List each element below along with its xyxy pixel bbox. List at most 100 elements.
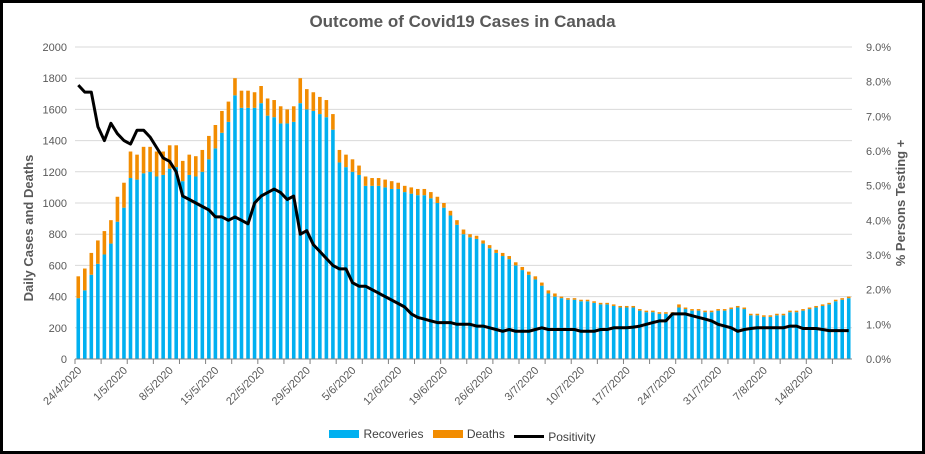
y2-tick-label: 2.0% <box>866 285 891 297</box>
bar-recoveries <box>500 256 505 359</box>
bar-deaths <box>435 196 440 203</box>
bar-deaths <box>376 178 381 186</box>
bar-recoveries <box>154 176 159 359</box>
bar-deaths <box>533 276 538 280</box>
bar-deaths <box>415 188 420 196</box>
positivity-line-layer <box>77 84 849 333</box>
bar-recoveries <box>461 234 466 359</box>
y2-tick-label: 0.0% <box>866 354 891 366</box>
bar-deaths <box>298 78 303 104</box>
bar-recoveries <box>624 307 629 359</box>
x-tick-label: 22/5/2020 <box>224 365 267 408</box>
bar-recoveries <box>487 248 492 359</box>
bar-recoveries <box>246 107 250 359</box>
bar-deaths <box>794 310 799 313</box>
bar-recoveries <box>768 316 773 359</box>
bar-recoveries <box>683 309 688 359</box>
legend-item-deaths[interactable]: Deaths <box>432 427 505 441</box>
bar-deaths <box>651 310 655 313</box>
y-tick-label: 0 <box>61 354 67 366</box>
bar-recoveries <box>82 290 87 359</box>
y2-axis-title: % Persons Testing + <box>893 139 908 266</box>
bar-deaths <box>200 149 205 172</box>
bar-recoveries <box>722 310 727 359</box>
bar-recoveries <box>311 110 316 360</box>
bar-recoveries <box>775 315 779 359</box>
bar-recoveries <box>807 309 812 359</box>
y-tick-label: 1800 <box>43 73 67 85</box>
bar-recoveries <box>716 310 720 359</box>
bar-recoveries <box>200 171 205 359</box>
bar-deaths <box>337 149 342 163</box>
bar-deaths <box>624 305 629 308</box>
bar-recoveries <box>670 313 675 359</box>
chart-title: Outcome of Covid19 Cases in Canada <box>309 12 616 31</box>
bar-recoveries <box>239 107 244 359</box>
bar-deaths <box>781 313 786 316</box>
bar-deaths <box>716 309 720 311</box>
bar-deaths <box>827 302 831 305</box>
x-tick-label: 5/6/2020 <box>320 365 359 404</box>
bar-recoveries <box>442 207 446 359</box>
x-tick-label: 14/8/2020 <box>773 365 816 408</box>
bar-recoveries <box>357 174 361 359</box>
bar-recoveries <box>193 176 198 359</box>
bar-recoveries <box>468 237 472 359</box>
bar-deaths <box>272 100 276 118</box>
bar-deaths <box>246 90 250 108</box>
legend-label-positivity: Positivity <box>548 429 596 444</box>
bar-recoveries <box>141 173 146 359</box>
bar-deaths <box>370 178 374 186</box>
legend-item-positivity[interactable]: Positivity <box>514 429 596 444</box>
bar-recoveries <box>102 254 107 359</box>
bar-deaths <box>611 304 616 306</box>
bar-deaths <box>128 151 133 179</box>
y-tick-label: 800 <box>49 229 67 241</box>
bar-recoveries <box>598 304 603 359</box>
bar-recoveries <box>148 171 152 359</box>
bar-recoveries <box>735 307 740 359</box>
legend-line-positivity <box>514 435 545 438</box>
bar-recoveries <box>291 121 296 359</box>
legend-swatch-recoveries <box>329 430 360 438</box>
bar-recoveries <box>318 114 322 359</box>
bar-recoveries <box>207 159 211 359</box>
bar-recoveries <box>762 316 766 359</box>
bar-deaths <box>220 110 224 133</box>
bar-recoveries <box>226 121 231 359</box>
x-tick-label: 29/5/2020 <box>270 365 313 408</box>
bar-deaths <box>350 159 355 172</box>
bar-deaths <box>762 315 766 317</box>
bar-deaths <box>644 310 649 313</box>
y2-tick-label: 6.0% <box>866 146 891 158</box>
bar-recoveries <box>696 310 701 359</box>
bar-deaths <box>585 299 590 302</box>
bar-deaths <box>526 271 531 275</box>
bar-deaths <box>285 109 290 124</box>
bar-deaths <box>546 290 551 294</box>
legend-item-recoveries[interactable]: Recoveries <box>329 427 423 441</box>
bar-deaths <box>278 106 283 124</box>
bar-recoveries <box>370 185 374 359</box>
bar-deaths <box>637 309 642 311</box>
bar-recoveries <box>331 129 335 359</box>
bar-deaths <box>657 312 662 314</box>
bar-deaths <box>357 165 361 175</box>
bar-recoveries <box>520 270 525 359</box>
legend-swatch-deaths <box>432 430 463 438</box>
bar-deaths <box>768 315 773 317</box>
bar-deaths <box>487 245 492 249</box>
bar-deaths <box>252 92 257 108</box>
bar-deaths <box>735 305 740 308</box>
y-tick-label: 1600 <box>43 104 67 116</box>
bar-recoveries <box>252 107 257 359</box>
y2-tick-label: 5.0% <box>866 181 891 193</box>
bar-deaths <box>840 298 845 300</box>
y-tick-label: 200 <box>49 323 67 335</box>
bar-deaths <box>729 307 734 310</box>
bar-deaths <box>742 307 747 310</box>
bar-deaths <box>167 145 172 169</box>
bar-recoveries <box>389 188 394 359</box>
bar-recoveries <box>396 188 401 359</box>
bar-deaths <box>180 160 185 182</box>
